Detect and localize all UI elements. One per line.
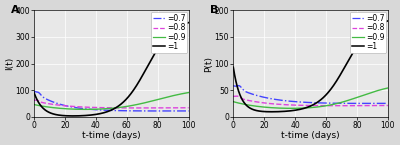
Text: A: A (11, 5, 20, 15)
Y-axis label: P(t): P(t) (204, 56, 213, 71)
Text: B: B (210, 5, 218, 15)
Legend: =0.7, =0.8, =0.9, =1: =0.7, =0.8, =0.9, =1 (151, 12, 187, 53)
Legend: =0.7, =0.8, =0.9, =1: =0.7, =0.8, =0.9, =1 (350, 12, 386, 53)
Y-axis label: I(t): I(t) (5, 57, 14, 70)
X-axis label: t-time (days): t-time (days) (281, 131, 340, 140)
X-axis label: t-time (days): t-time (days) (82, 131, 141, 140)
